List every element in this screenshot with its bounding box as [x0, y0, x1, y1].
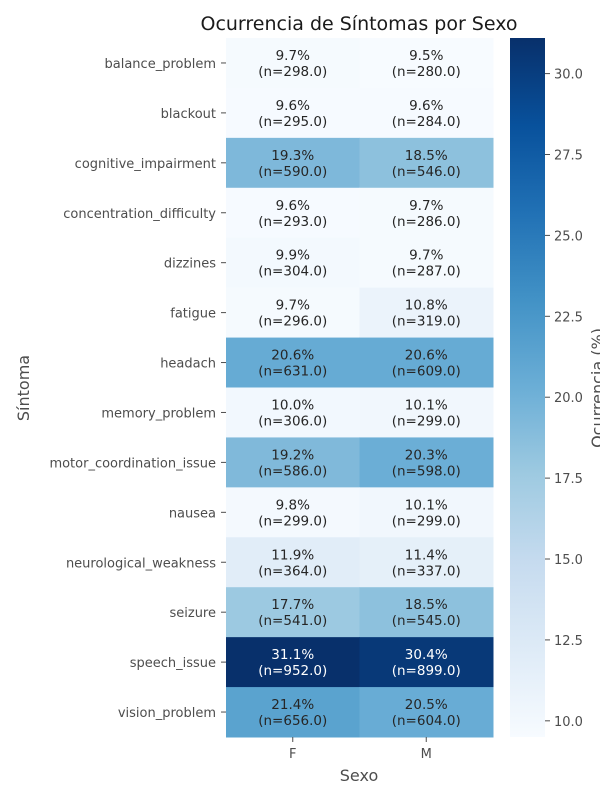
cell-annotation: 10.1% (n=299.0) [392, 397, 461, 429]
row-label: blackout [161, 107, 216, 122]
cell-annotation: 9.6% (n=293.0) [258, 198, 327, 230]
heatmap-cell [226, 237, 360, 289]
colorbar-tick-label: 20.0 [554, 391, 583, 406]
column-label: F [289, 747, 296, 762]
cell-annotation: 10.1% (n=299.0) [392, 497, 461, 529]
heatmap-cell [359, 137, 494, 189]
heatmap-cell [359, 637, 494, 688]
row-label: vision_problem [118, 706, 216, 721]
cell-annotation: 31.1% (n=952.0) [258, 647, 327, 679]
chart-title: Ocurrencia de Síntomas por Sexo [200, 13, 517, 35]
row-label: seizure [169, 606, 216, 621]
heatmap-cell [226, 687, 360, 738]
cell-annotation: 9.7% (n=298.0) [258, 48, 327, 80]
heatmap-cell [226, 38, 360, 89]
heatmap-cell [226, 587, 360, 638]
heatmap-cell [359, 87, 494, 139]
heatmap-cell [359, 287, 494, 339]
cell-annotation: 9.7% (n=286.0) [392, 198, 461, 230]
heatmap-cell [226, 437, 360, 488]
row-label: speech_issue [130, 656, 216, 671]
cell-annotation: 20.6% (n=631.0) [258, 348, 327, 380]
heatmap-cell [226, 487, 360, 538]
heatmap-cell [226, 537, 360, 588]
cell-annotation: 11.4% (n=337.0) [392, 547, 461, 579]
heatmap-cells: 9.7% (n=298.0) 9.5% (n=280.0) 9.6% (n=295.0) 9… [226, 38, 494, 738]
cell-annotation: 20.6% (n=609.0) [392, 348, 461, 380]
heatmap-cell [359, 237, 494, 289]
heatmap-cell [359, 387, 494, 438]
row-label: motor_coordination_issue [49, 456, 216, 471]
cell-annotation: 17.7% (n=541.0) [258, 597, 327, 629]
heatmap-cell [359, 537, 494, 588]
cell-annotation: 19.2% (n=586.0) [258, 447, 327, 479]
colorbar-label: Ocurrencia (%) [588, 328, 600, 448]
cell-annotation: 9.6% (n=295.0) [258, 98, 327, 130]
cell-annotation: 9.9% (n=304.0) [258, 248, 327, 280]
row-labels: balance_problem blackout cognitive_impairm… [49, 57, 226, 721]
row-label: neurological_weakness [66, 556, 216, 571]
cell-annotation: 9.8% (n=299.0) [258, 497, 327, 529]
row-label: balance_problem [105, 57, 216, 72]
cell-annotation: 19.3% (n=590.0) [258, 148, 327, 180]
cell-annotation: 11.9% (n=364.0) [258, 547, 327, 579]
cell-annotation: 20.5% (n=604.0) [392, 697, 461, 729]
heatmap-cell [359, 38, 494, 89]
colorbar-tick-label: 12.5 [554, 634, 583, 649]
row-label: nausea [169, 506, 216, 521]
cell-annotation: 20.3% (n=598.0) [392, 447, 461, 479]
column-label: M [421, 747, 432, 762]
cell-annotation: 21.4% (n=656.0) [258, 697, 327, 729]
row-label: fatigue [170, 307, 216, 322]
heatmap-cell [226, 87, 360, 139]
heatmap-cell [226, 287, 360, 339]
colorbar-tick-label: 25.0 [554, 229, 583, 244]
cell-annotation: 18.5% (n=546.0) [392, 148, 461, 180]
cell-annotation: 9.7% (n=287.0) [392, 248, 461, 280]
heatmap-cell [226, 187, 360, 239]
heatmap-cell [359, 337, 494, 388]
row-label: headach [160, 357, 216, 372]
colorbar-ticks: 10.0 12.5 15.0 17.5 20.0 22.5 25.0 27.5 30.0 [545, 68, 583, 730]
colorbar [510, 38, 545, 737]
cell-annotation: 9.5% (n=280.0) [392, 48, 461, 80]
heatmap-cell [226, 387, 360, 438]
heatmap-cell [359, 187, 494, 239]
colorbar-tick-label: 27.5 [554, 149, 583, 164]
cell-annotation: 18.5% (n=545.0) [392, 597, 461, 629]
x-axis-label: Sexo [340, 766, 378, 785]
colorbar-tick-label: 30.0 [554, 68, 583, 83]
colorbar-tick-label: 22.5 [554, 310, 583, 325]
heatmap-cell [226, 137, 360, 189]
cell-annotation: 10.8% (n=319.0) [392, 298, 461, 330]
y-axis-label: Síntoma [14, 355, 33, 421]
row-label: dizzines [164, 257, 216, 272]
heatmap-cell [226, 637, 360, 688]
cell-annotation: 10.0% (n=306.0) [258, 397, 327, 429]
row-label: concentration_difficulty [63, 207, 216, 222]
row-label: cognitive_impairment [75, 157, 216, 172]
heatmap-cell [359, 487, 494, 538]
cell-annotation: 9.7% (n=296.0) [258, 298, 327, 330]
colorbar-tick-label: 15.0 [554, 553, 583, 568]
colorbar-tick-label: 10.0 [554, 715, 583, 730]
row-label: memory_problem [101, 406, 216, 421]
cell-annotation: 9.6% (n=284.0) [392, 98, 461, 130]
heatmap-cell [226, 337, 360, 388]
heatmap-cell [359, 437, 494, 488]
cell-annotation: 30.4% (n=899.0) [392, 647, 461, 679]
colorbar-tick-label: 17.5 [554, 472, 583, 487]
heatmap-cell [359, 587, 494, 638]
heatmap-cell [359, 687, 494, 738]
